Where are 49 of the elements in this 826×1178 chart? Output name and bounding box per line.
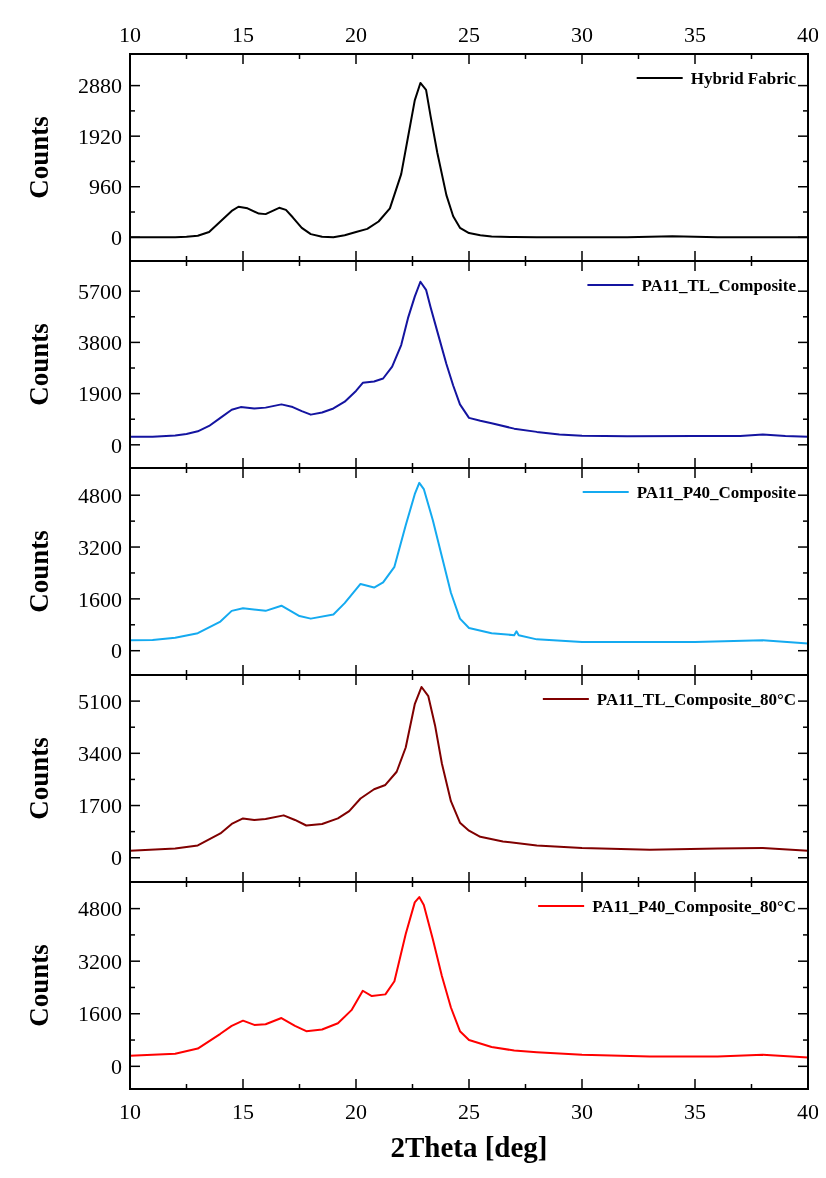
y-tick-label: 0	[111, 225, 122, 250]
x-tick-label: 20	[345, 1099, 367, 1124]
y-tick-label: 5700	[78, 278, 122, 304]
y-tick-label: 1700	[78, 793, 122, 819]
x-tick-label: 40	[797, 1099, 819, 1124]
y-tick-label: 0	[111, 1054, 122, 1080]
x-tick-label: 15	[232, 1099, 254, 1124]
y-axis-title: Counts	[24, 530, 54, 613]
y-axis-title: Counts	[24, 116, 54, 199]
x2-tick-label: 20	[345, 22, 367, 47]
x2-tick-label: 15	[232, 22, 254, 47]
y-tick-label: 0	[111, 845, 122, 871]
y-tick-label: 4800	[78, 482, 122, 508]
x2-tick-label: 25	[458, 22, 480, 47]
legend-label: Hybrid Fabric	[690, 68, 797, 88]
y-tick-label: 1900	[78, 381, 122, 407]
legend-label: PA11_P40_Composite_80°C	[592, 896, 796, 916]
x2-tick-label: 10	[119, 22, 141, 47]
line-series	[130, 280, 808, 438]
y-tick-label: 3200	[78, 534, 122, 560]
x-axis-title: 2Theta [deg]	[390, 1131, 548, 1163]
y-tick-label: 1600	[78, 586, 122, 612]
y-tick-label: 0	[111, 432, 122, 458]
y-tick-label: 1920	[78, 123, 122, 149]
y-tick-label: 1600	[78, 1001, 122, 1027]
y-axis-title: Counts	[24, 737, 54, 820]
x-tick-label: 25	[458, 1099, 480, 1124]
y-tick-label: 2880	[78, 73, 122, 99]
y-tick-label: 960	[89, 174, 122, 200]
legend-label: PA11_TL_Composite_80°C	[596, 689, 796, 709]
y-tick-label: 0	[111, 638, 122, 664]
legend-label: PA11_TL_Composite	[641, 275, 797, 295]
x2-tick-label: 35	[684, 22, 706, 47]
line-series	[130, 896, 808, 1059]
y-tick-label: 3200	[78, 948, 122, 974]
y-tick-label: 3400	[78, 741, 122, 767]
y-tick-label: 4800	[78, 896, 122, 922]
legend-label: PA11_P40_Composite	[636, 482, 797, 502]
y-tick-label: 3800	[78, 330, 122, 356]
x2-tick-label: 30	[571, 22, 593, 47]
x-tick-label: 35	[684, 1099, 706, 1124]
x-tick-label: 30	[571, 1099, 593, 1124]
y-axis-title: Counts	[24, 323, 54, 406]
x2-tick-label: 40	[797, 22, 819, 47]
y-tick-label: 5100	[78, 688, 122, 714]
x-tick-label: 10	[119, 1099, 141, 1124]
line-series	[130, 685, 808, 852]
line-series	[130, 481, 808, 645]
y-axis-title: Counts	[24, 944, 54, 1027]
